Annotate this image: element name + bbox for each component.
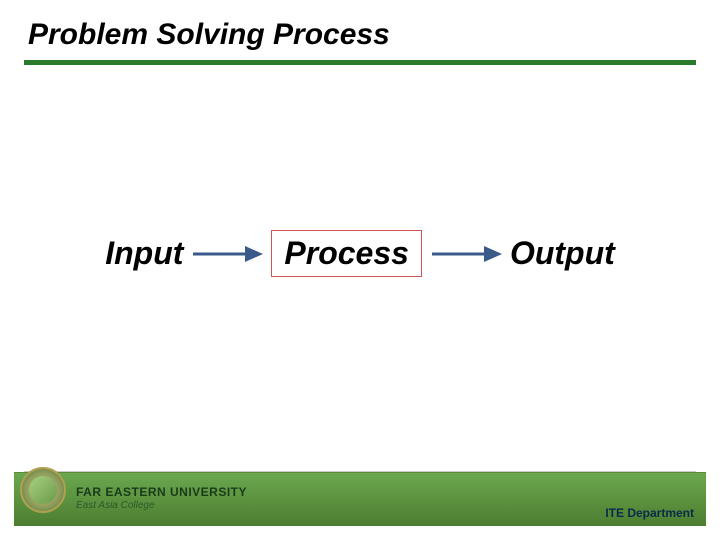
arrow-2 [430, 242, 502, 266]
university-text-block: FAR EASTERN UNIVERSITY East Asia College [76, 485, 247, 511]
flow-diagram: Input Process Output [0, 230, 720, 277]
department-label: ITE Department [605, 506, 694, 520]
slide-title: Problem Solving Process [28, 18, 390, 52]
node-process: Process [271, 230, 422, 277]
node-input: Input [105, 235, 183, 272]
arrow-1 [191, 242, 263, 266]
university-seal-icon [20, 467, 66, 513]
footer-bar: FAR EASTERN UNIVERSITY East Asia College… [14, 472, 706, 526]
node-output: Output [510, 235, 615, 272]
university-subtitle: East Asia College [76, 500, 247, 511]
seal-inner-icon [29, 476, 57, 504]
university-name: FAR EASTERN UNIVERSITY [76, 485, 247, 499]
title-underline [24, 60, 696, 65]
